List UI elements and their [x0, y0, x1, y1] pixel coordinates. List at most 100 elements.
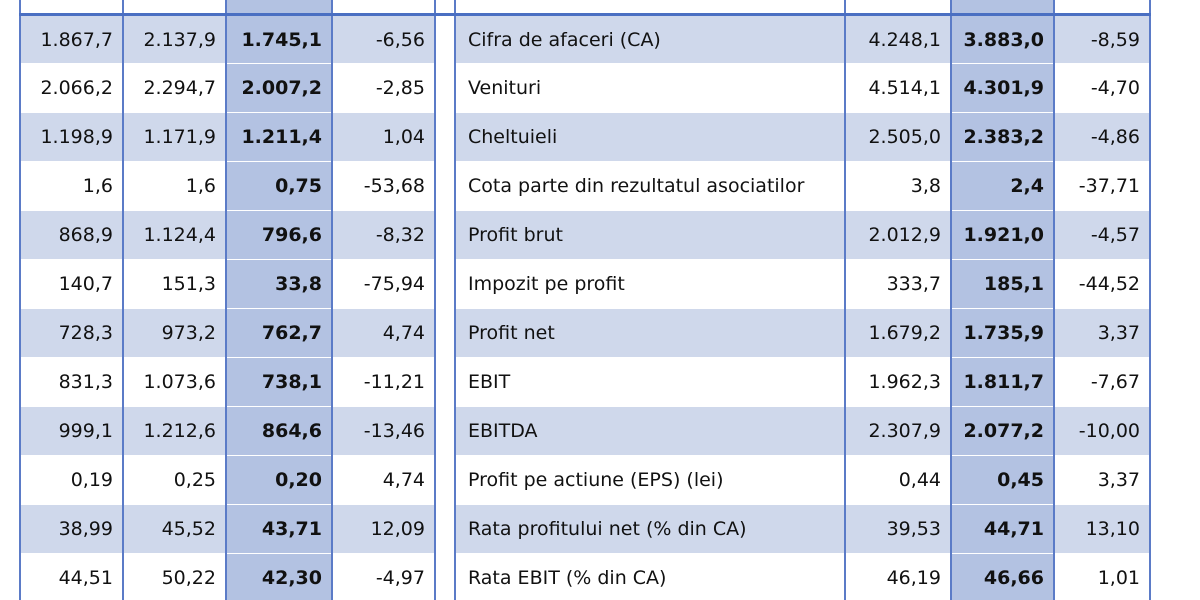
row-label: Cheltuieli [454, 112, 846, 162]
highlight-value-cell: 43,71 [225, 504, 333, 554]
column-gap [434, 259, 456, 309]
value-cell: 2.505,0 [844, 112, 952, 162]
value-cell: 1.867,7 [19, 14, 124, 64]
header-cell [844, 0, 952, 16]
highlight-value-cell: 762,7 [225, 308, 333, 358]
column-gap [434, 63, 456, 113]
change-percent-cell: -4,86 [1053, 112, 1151, 162]
value-cell: 2.307,9 [844, 406, 952, 456]
highlight-value-cell: 1.921,0 [950, 210, 1055, 260]
table-row: 2.066,2 2.294,7 2.007,2 -2,85 Venituri 4… [19, 63, 1151, 113]
value-cell: 728,3 [19, 308, 124, 358]
change-percent-cell: 4,74 [331, 455, 436, 505]
table-row: 140,7 151,3 33,8 -75,94 Impozit pe profi… [19, 259, 1151, 309]
value-cell: 1.171,9 [122, 112, 227, 162]
row-label: Rata profitului net (% din CA) [454, 504, 846, 554]
value-cell: 1,6 [19, 161, 124, 211]
change-percent-cell: -8,32 [331, 210, 436, 260]
highlight-value-cell: 1.735,9 [950, 308, 1055, 358]
value-cell: 45,52 [122, 504, 227, 554]
highlight-value-cell: 2.383,2 [950, 112, 1055, 162]
value-cell: 140,7 [19, 259, 124, 309]
highlight-value-cell: 46,66 [950, 553, 1055, 600]
value-cell: 4.514,1 [844, 63, 952, 113]
change-percent-cell: 3,37 [1053, 455, 1151, 505]
column-gap [434, 112, 456, 162]
change-percent-cell: -13,46 [331, 406, 436, 456]
header-cell [225, 0, 333, 16]
highlight-value-cell: 0,45 [950, 455, 1055, 505]
value-cell: 1.073,6 [122, 357, 227, 407]
highlight-value-cell: 2.007,2 [225, 63, 333, 113]
row-label: Impozit pe profit [454, 259, 846, 309]
row-label: EBIT [454, 357, 846, 407]
change-percent-cell: -75,94 [331, 259, 436, 309]
value-cell: 1.198,9 [19, 112, 124, 162]
header-cell [122, 0, 227, 16]
table-row: 1.198,9 1.171,9 1.211,4 1,04 Cheltuieli … [19, 112, 1151, 162]
value-cell: 44,51 [19, 553, 124, 600]
financial-results-table: 1.867,7 2.137,9 1.745,1 -6,56 Cifra de a… [19, 0, 1151, 600]
table-row: 38,99 45,52 43,71 12,09 Rata profitului … [19, 504, 1151, 554]
header-cell [19, 0, 124, 16]
highlight-value-cell: 738,1 [225, 357, 333, 407]
header-cell [950, 0, 1055, 16]
value-cell: 2.012,9 [844, 210, 952, 260]
table-row: 1.867,7 2.137,9 1.745,1 -6,56 Cifra de a… [19, 14, 1151, 64]
table-row: 1,6 1,6 0,75 -53,68 Cota parte din rezul… [19, 161, 1151, 211]
highlight-value-cell: 42,30 [225, 553, 333, 600]
table-row: 831,3 1.073,6 738,1 -11,21 EBIT 1.962,3 … [19, 357, 1151, 407]
column-gap [434, 553, 456, 600]
change-percent-cell: -4,70 [1053, 63, 1151, 113]
value-cell: 1.212,6 [122, 406, 227, 456]
value-cell: 973,2 [122, 308, 227, 358]
column-gap [434, 308, 456, 358]
value-cell: 3,8 [844, 161, 952, 211]
change-percent-cell: 1,04 [331, 112, 436, 162]
column-gap [434, 504, 456, 554]
value-cell: 1.679,2 [844, 308, 952, 358]
value-cell: 2.066,2 [19, 63, 124, 113]
change-percent-cell: -53,68 [331, 161, 436, 211]
change-percent-cell: -10,00 [1053, 406, 1151, 456]
value-cell: 1.124,4 [122, 210, 227, 260]
column-gap [434, 161, 456, 211]
value-cell: 2.294,7 [122, 63, 227, 113]
highlight-value-cell: 44,71 [950, 504, 1055, 554]
highlight-value-cell: 1.211,4 [225, 112, 333, 162]
table-row: 0,19 0,25 0,20 4,74 Profit pe actiune (E… [19, 455, 1151, 505]
value-cell: 333,7 [844, 259, 952, 309]
value-cell: 0,25 [122, 455, 227, 505]
value-cell: 831,3 [19, 357, 124, 407]
row-label: Profit net [454, 308, 846, 358]
highlight-value-cell: 0,20 [225, 455, 333, 505]
value-cell: 868,9 [19, 210, 124, 260]
highlight-value-cell: 0,75 [225, 161, 333, 211]
change-percent-cell: -7,67 [1053, 357, 1151, 407]
column-gap [434, 455, 456, 505]
highlight-value-cell: 3.883,0 [950, 14, 1055, 64]
change-percent-cell: -11,21 [331, 357, 436, 407]
table-header-row [19, 0, 1151, 16]
column-gap [434, 0, 456, 16]
change-percent-cell: -4,57 [1053, 210, 1151, 260]
header-cell [331, 0, 436, 16]
change-percent-cell: -8,59 [1053, 14, 1151, 64]
highlight-value-cell: 4.301,9 [950, 63, 1055, 113]
row-label: EBITDA [454, 406, 846, 456]
header-cell [1053, 0, 1151, 16]
value-cell: 1.962,3 [844, 357, 952, 407]
highlight-value-cell: 185,1 [950, 259, 1055, 309]
row-label: Cifra de afaceri (CA) [454, 14, 846, 64]
value-cell: 50,22 [122, 553, 227, 600]
header-cell [454, 0, 846, 16]
table-row: 999,1 1.212,6 864,6 -13,46 EBITDA 2.307,… [19, 406, 1151, 456]
highlight-value-cell: 796,6 [225, 210, 333, 260]
highlight-value-cell: 864,6 [225, 406, 333, 456]
value-cell: 4.248,1 [844, 14, 952, 64]
column-gap [434, 14, 456, 64]
highlight-value-cell: 1.745,1 [225, 14, 333, 64]
table-row: 868,9 1.124,4 796,6 -8,32 Profit brut 2.… [19, 210, 1151, 260]
value-cell: 999,1 [19, 406, 124, 456]
value-cell: 151,3 [122, 259, 227, 309]
